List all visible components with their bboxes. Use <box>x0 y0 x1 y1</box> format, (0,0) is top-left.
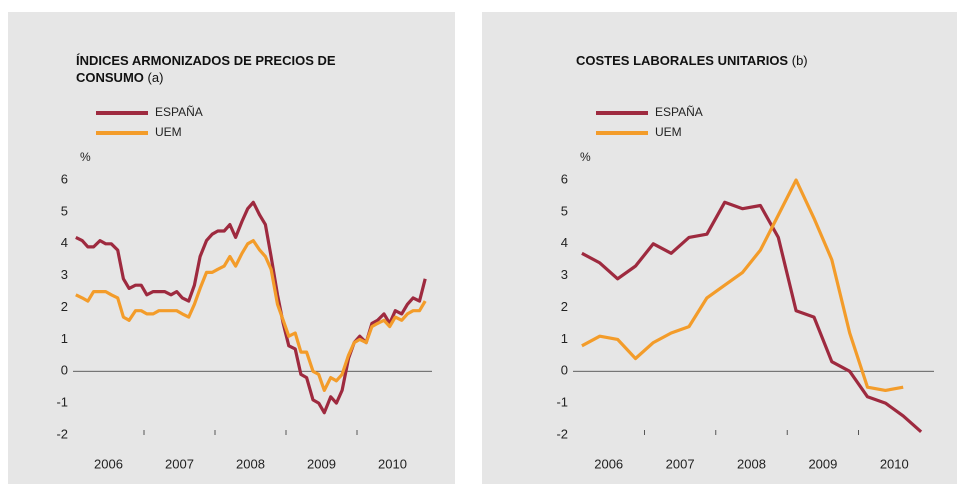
panel <box>8 12 455 484</box>
legend-label: ESPAÑA <box>155 105 203 119</box>
series-line <box>581 178 904 392</box>
y-tick-label: 5 <box>561 203 568 218</box>
y-tick-label: 6 <box>561 171 568 186</box>
legend-label: UEM <box>655 125 682 139</box>
title-text: COSTES LABORALES UNITARIOS <box>576 53 789 68</box>
y-tick-label: -2 <box>56 426 68 441</box>
y-tick-label: 1 <box>61 331 68 346</box>
y-tick-label: 4 <box>61 235 68 250</box>
series-line <box>75 239 427 392</box>
y-tick-label: 0 <box>561 363 568 378</box>
x-tick-label: 2006 <box>94 456 123 471</box>
y-tick-label: -2 <box>556 426 568 441</box>
y-unit: % <box>80 150 91 164</box>
legend-label: UEM <box>155 125 182 139</box>
x-tick-label: 2009 <box>307 456 336 471</box>
x-tick-label: 2006 <box>594 456 623 471</box>
x-tick-label: 2010 <box>378 456 407 471</box>
title-text: ÍNDICES ARMONIZADOS DE PRECIOS DE CONSUM… <box>76 53 336 85</box>
y-tick-label: 4 <box>561 235 568 250</box>
x-tick-label: 2010 <box>880 456 909 471</box>
y-unit: % <box>580 150 591 164</box>
title-note: (a) <box>147 70 164 85</box>
y-tick-label: 1 <box>561 331 568 346</box>
title-note: (b) <box>791 53 808 68</box>
x-tick-label: 2009 <box>808 456 837 471</box>
y-tick-label: 2 <box>561 299 568 314</box>
series-line <box>581 200 923 433</box>
chart-title: COSTES LABORALES UNITARIOS (b) <box>576 52 956 69</box>
y-tick-label: 2 <box>61 299 68 314</box>
chart-title: ÍNDICES ARMONIZADOS DE PRECIOS DE CONSUM… <box>76 52 366 86</box>
y-tick-label: 3 <box>61 267 68 282</box>
y-tick-label: 6 <box>61 171 68 186</box>
x-tick-label: 2008 <box>737 456 766 471</box>
y-tick-label: 5 <box>61 203 68 218</box>
y-tick-label: 0 <box>61 363 68 378</box>
x-tick-label: 2007 <box>666 456 695 471</box>
x-tick-label: 2008 <box>236 456 265 471</box>
x-tick-label: 2007 <box>165 456 194 471</box>
legend-label: ESPAÑA <box>655 105 703 119</box>
panel <box>482 12 957 484</box>
y-tick-label: -1 <box>556 395 568 410</box>
y-tick-label: -1 <box>56 395 68 410</box>
y-tick-label: 3 <box>561 267 568 282</box>
